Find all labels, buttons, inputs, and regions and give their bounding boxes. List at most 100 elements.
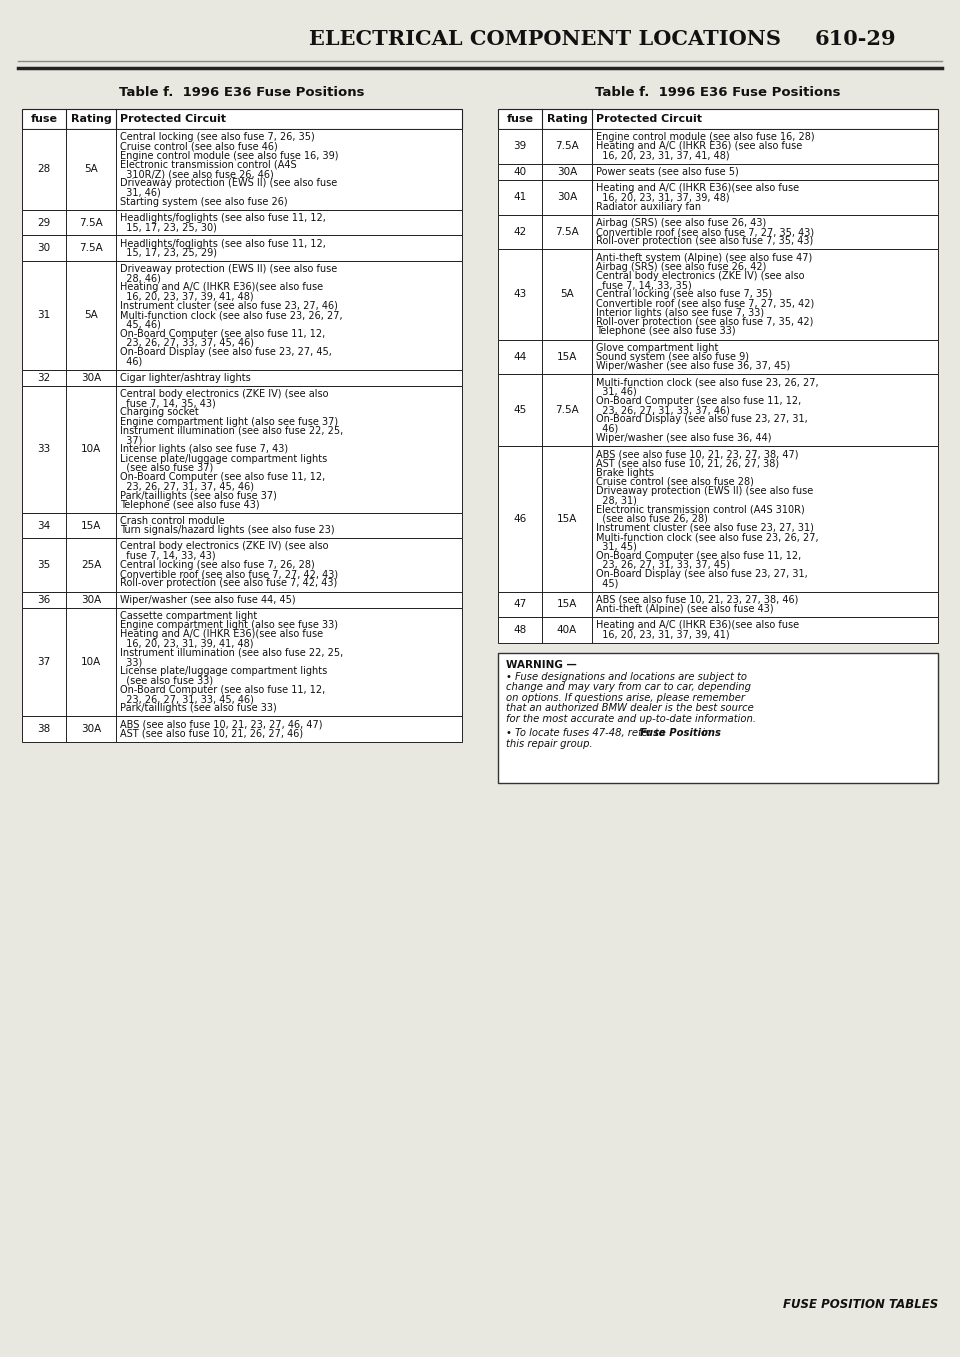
Text: Interior lights (also see fuse 7, 33): Interior lights (also see fuse 7, 33) — [596, 308, 764, 318]
Bar — [498, 180, 938, 214]
Text: fuse 7, 14, 33, 35): fuse 7, 14, 33, 35) — [596, 281, 692, 290]
Text: Heating and A/C (IHKR E36) (see also fuse: Heating and A/C (IHKR E36) (see also fus… — [596, 141, 803, 152]
Text: Table f.  1996 E36 Fuse Positions: Table f. 1996 E36 Fuse Positions — [119, 87, 365, 99]
Bar — [22, 235, 462, 261]
Text: Protected Circuit: Protected Circuit — [120, 114, 226, 123]
Text: 23, 26, 27, 31, 37, 45, 46): 23, 26, 27, 31, 37, 45, 46) — [120, 482, 254, 491]
Text: 7.5A: 7.5A — [79, 217, 103, 228]
Text: 33: 33 — [37, 444, 51, 455]
Text: change and may vary from car to car, depending: change and may vary from car to car, dep… — [506, 683, 751, 692]
Text: Interior lights (also see fuse 7, 43): Interior lights (also see fuse 7, 43) — [120, 444, 288, 455]
Text: Multi-function clock (see also fuse 23, 26, 27,: Multi-function clock (see also fuse 23, … — [120, 311, 343, 320]
Text: Convertible roof (see also fuse 7, 27, 35, 43): Convertible roof (see also fuse 7, 27, 3… — [596, 227, 814, 237]
Text: Instrument cluster (see also fuse 23, 27, 46): Instrument cluster (see also fuse 23, 27… — [120, 301, 338, 311]
Text: fuse 7, 14, 33, 43): fuse 7, 14, 33, 43) — [120, 551, 216, 560]
Text: Radiator auxiliary fan: Radiator auxiliary fan — [596, 202, 701, 212]
Text: 10A: 10A — [81, 444, 101, 455]
Text: 32: 32 — [37, 373, 51, 383]
Text: 31, 45): 31, 45) — [596, 541, 636, 551]
Text: 28, 31): 28, 31) — [596, 495, 636, 505]
Text: Heating and A/C (IHKR E36)(see also fuse: Heating and A/C (IHKR E36)(see also fuse — [596, 620, 799, 630]
Text: Glove compartment light: Glove compartment light — [596, 343, 718, 353]
Bar — [22, 608, 462, 716]
Bar — [498, 653, 938, 783]
Text: Electronic transmission control (A4S 310R): Electronic transmission control (A4S 310… — [596, 505, 804, 514]
Text: 16, 20, 23, 37, 39, 41, 48): 16, 20, 23, 37, 39, 41, 48) — [120, 292, 253, 301]
Text: Airbag (SRS) (see also fuse 26, 43): Airbag (SRS) (see also fuse 26, 43) — [596, 218, 766, 228]
Text: 46): 46) — [120, 357, 142, 366]
Text: 5A: 5A — [84, 311, 98, 320]
Text: 30A: 30A — [81, 594, 101, 605]
Text: WARNING —: WARNING — — [506, 660, 577, 669]
Text: Airbag (SRS) (see also fuse 26, 42): Airbag (SRS) (see also fuse 26, 42) — [596, 262, 766, 271]
Text: 23, 26, 27, 31, 33, 37, 46): 23, 26, 27, 31, 33, 37, 46) — [596, 406, 730, 415]
Text: Starting system (see also fuse 26): Starting system (see also fuse 26) — [120, 197, 288, 206]
Bar — [22, 369, 462, 385]
Text: 23, 26, 27, 33, 37, 45, 46): 23, 26, 27, 33, 37, 45, 46) — [120, 338, 254, 347]
Text: On-Board Computer (see also fuse 11, 12,: On-Board Computer (see also fuse 11, 12, — [596, 551, 802, 560]
Text: Telephone (see also fuse 33): Telephone (see also fuse 33) — [596, 327, 735, 337]
Text: 16, 20, 23, 31, 37, 39, 41): 16, 20, 23, 31, 37, 39, 41) — [596, 630, 730, 639]
Text: ABS (see also fuse 10, 21, 23, 27, 38, 46): ABS (see also fuse 10, 21, 23, 27, 38, 4… — [596, 594, 799, 605]
Text: Engine control module (see also fuse 16, 39): Engine control module (see also fuse 16,… — [120, 151, 339, 160]
Text: (see also fuse 33): (see also fuse 33) — [120, 676, 213, 685]
Text: Central locking (see also fuse 7, 26, 35): Central locking (see also fuse 7, 26, 35… — [120, 132, 315, 142]
Text: 15A: 15A — [557, 514, 577, 524]
Text: 30A: 30A — [81, 725, 101, 734]
Text: 7.5A: 7.5A — [555, 227, 579, 237]
Text: Crash control module: Crash control module — [120, 516, 225, 527]
Text: (see also fuse 26, 28): (see also fuse 26, 28) — [596, 514, 708, 524]
Text: 45): 45) — [596, 578, 618, 589]
Text: Roll-over protection (see also fuse 7, 42, 43): Roll-over protection (see also fuse 7, 4… — [120, 578, 337, 589]
Text: Central locking (see also fuse 7, 26, 28): Central locking (see also fuse 7, 26, 28… — [120, 560, 315, 570]
Text: Electronic transmission control (A4S: Electronic transmission control (A4S — [120, 160, 297, 170]
Text: On-Board Display (see also fuse 23, 27, 31,: On-Board Display (see also fuse 23, 27, … — [596, 414, 807, 425]
Text: 39: 39 — [514, 141, 527, 152]
Text: 30: 30 — [37, 243, 51, 254]
Text: 15, 17, 23, 25, 30): 15, 17, 23, 25, 30) — [120, 223, 217, 232]
Text: Central body electronics (ZKE IV) (see also: Central body electronics (ZKE IV) (see a… — [120, 389, 328, 399]
Text: on options. If questions arise, please remember: on options. If questions arise, please r… — [506, 692, 745, 703]
Text: Engine compartment light (also see fuse 33): Engine compartment light (also see fuse … — [120, 620, 338, 630]
Text: 16, 20, 23, 31, 37, 39, 48): 16, 20, 23, 31, 37, 39, 48) — [596, 193, 730, 202]
Text: Anti-theft (Alpine) (see also fuse 43): Anti-theft (Alpine) (see also fuse 43) — [596, 604, 774, 613]
Text: 44: 44 — [514, 351, 527, 362]
Text: 10A: 10A — [81, 657, 101, 668]
Text: 310R/Z) (see also fuse 26, 46): 310R/Z) (see also fuse 26, 46) — [120, 170, 274, 179]
Text: Multi-function clock (see also fuse 23, 26, 27,: Multi-function clock (see also fuse 23, … — [596, 532, 819, 543]
Text: On-Board Computer (see also fuse 11, 12,: On-Board Computer (see also fuse 11, 12, — [596, 396, 802, 406]
Text: 29: 29 — [37, 217, 51, 228]
Text: 28: 28 — [37, 164, 51, 175]
Text: On-Board Computer (see also fuse 11, 12,: On-Board Computer (see also fuse 11, 12, — [120, 472, 325, 482]
Bar — [498, 164, 938, 180]
Text: On-Board Display (see also fuse 23, 27, 31,: On-Board Display (see also fuse 23, 27, … — [596, 569, 807, 579]
Text: (see also fuse 37): (see also fuse 37) — [120, 463, 213, 472]
Text: Engine compartment light (also see fuse 37): Engine compartment light (also see fuse … — [120, 417, 338, 426]
Text: Wiper/washer (see also fuse 44, 45): Wiper/washer (see also fuse 44, 45) — [120, 594, 296, 605]
Text: Protected Circuit: Protected Circuit — [596, 114, 702, 123]
Text: 31: 31 — [37, 311, 51, 320]
Text: Rating: Rating — [71, 114, 111, 123]
Text: Driveaway protection (EWS II) (see also fuse: Driveaway protection (EWS II) (see also … — [120, 178, 337, 189]
Bar — [22, 539, 462, 592]
Text: 37): 37) — [120, 436, 142, 445]
Text: 15A: 15A — [81, 521, 101, 531]
Bar — [498, 250, 938, 339]
Text: 25A: 25A — [81, 560, 101, 570]
Text: ABS (see also fuse 10, 21, 23, 27, 38, 47): ABS (see also fuse 10, 21, 23, 27, 38, 4… — [596, 449, 799, 459]
Text: Instrument illumination (see also fuse 22, 25,: Instrument illumination (see also fuse 2… — [120, 647, 344, 658]
Text: 30A: 30A — [557, 167, 577, 176]
Text: • To locate fuses 47-48, refer to: • To locate fuses 47-48, refer to — [506, 727, 668, 738]
Text: 33): 33) — [120, 657, 142, 668]
Text: 36: 36 — [37, 594, 51, 605]
Text: 31, 46): 31, 46) — [596, 387, 636, 396]
Text: Fuse Positions: Fuse Positions — [640, 727, 721, 738]
Bar — [22, 109, 462, 129]
Bar — [498, 592, 938, 617]
Text: Roll-over protection (see also fuse 7, 35, 42): Roll-over protection (see also fuse 7, 3… — [596, 318, 813, 327]
Text: Central body electronics (ZKE IV) (see also: Central body electronics (ZKE IV) (see a… — [120, 541, 328, 551]
Text: License plate/luggage compartment lights: License plate/luggage compartment lights — [120, 666, 327, 676]
Bar — [498, 617, 938, 642]
Bar — [22, 716, 462, 742]
Text: Roll-over protection (see also fuse 7, 35, 43): Roll-over protection (see also fuse 7, 3… — [596, 236, 813, 246]
